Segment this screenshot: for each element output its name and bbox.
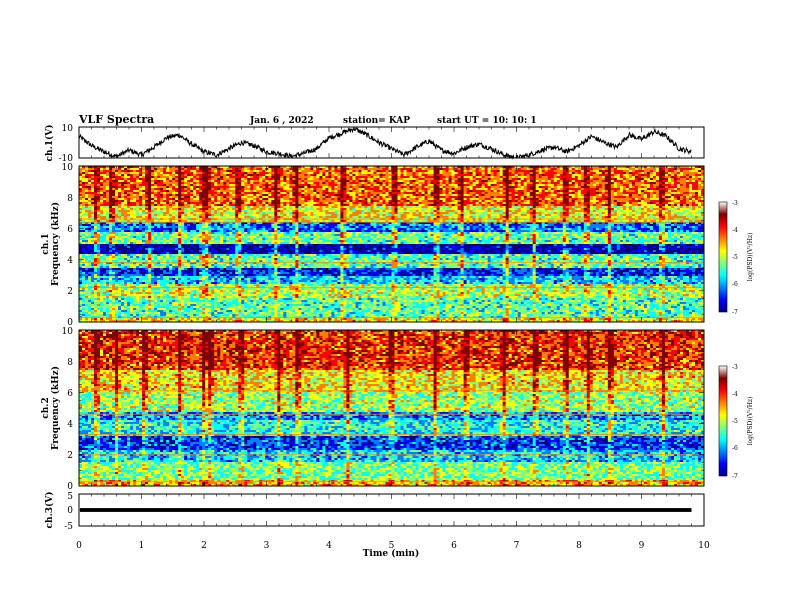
vlf-figure: VLF Spectra Jan. 6 , 2022 station= KAP s… [0,0,792,612]
ch1-waveform-panel: 10 -10 ch.1(V) [44,124,704,164]
ch1-waveform-ylabel: ch.1(V) [44,125,55,162]
station-label: station= KAP [343,116,410,126]
ch1-spectrogram-image [79,166,704,322]
ch1-spectrogram-panel: 0 2 4 6 8 10 ch.1 Frequency (kHz) -3 -4 … [41,163,754,328]
start-time-label: start UT = 10: 10: 1 [437,116,537,126]
date-label: Jan. 6 , 2022 [249,116,314,126]
ch1-ytick-top: 10 [62,124,74,134]
figure-title: VLF Spectra [78,113,154,126]
